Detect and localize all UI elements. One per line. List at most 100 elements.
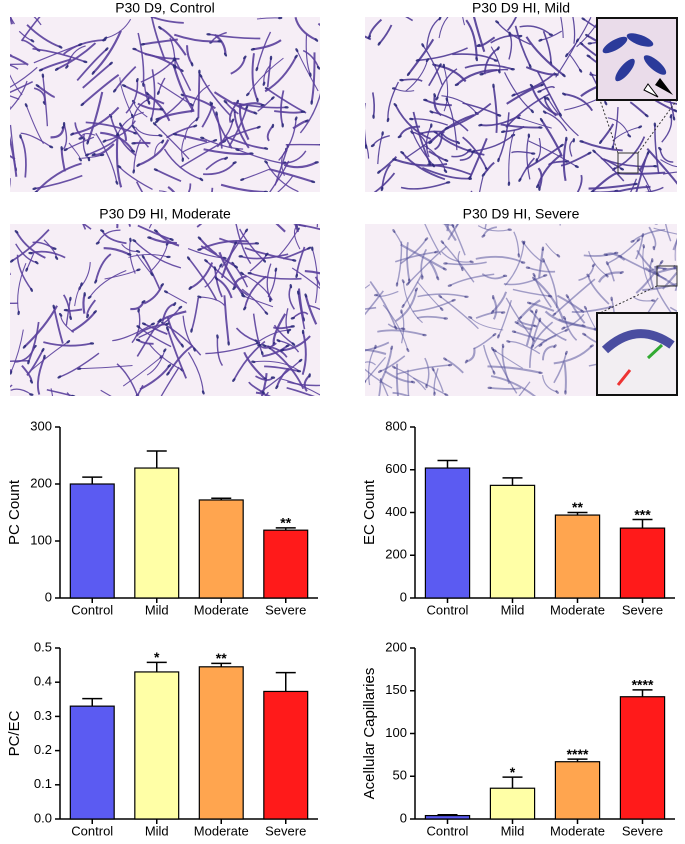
y-tick-label: 100	[30, 532, 52, 547]
x-tick-label: Mild	[145, 602, 169, 617]
nucleus	[347, 283, 352, 287]
nucleus	[439, 212, 443, 217]
capillary	[414, 207, 455, 226]
nucleus	[654, 204, 658, 209]
nucleus	[183, 196, 187, 201]
nucleus	[337, 311, 342, 314]
nucleus	[45, 205, 50, 209]
nucleus	[5, 125, 8, 130]
error-bar	[438, 815, 458, 816]
nucleus	[410, 415, 413, 420]
nucleus	[271, 194, 276, 199]
nucleus	[598, 6, 603, 9]
nucleus	[360, 133, 364, 138]
y-tick-label: 200	[385, 547, 407, 562]
nucleus	[75, 194, 78, 199]
y-tick-label: 0.1	[34, 776, 52, 791]
capillary	[243, 392, 269, 418]
capillary	[198, 72, 199, 118]
nucleus	[321, 395, 326, 399]
y-axis-label: PC/EC	[6, 710, 23, 756]
nucleus	[595, 196, 600, 199]
nucleus	[348, 350, 353, 353]
nucleus	[411, 205, 416, 209]
bar	[70, 484, 114, 598]
x-tick-label: Severe	[265, 823, 306, 838]
nucleus	[356, 200, 361, 205]
nucleus	[320, 84, 324, 89]
y-tick-label: 0.0	[34, 810, 52, 825]
y-tick-label: 0.5	[34, 639, 52, 654]
nucleus	[452, 9, 456, 14]
nucleus	[427, 201, 432, 206]
x-tick-label: Moderate	[194, 602, 249, 617]
capillary	[324, 285, 370, 306]
nucleus	[89, 417, 94, 422]
significance: **	[280, 515, 291, 531]
nucleus	[415, 203, 419, 208]
bar	[135, 672, 179, 819]
y-tick-label: 0.2	[34, 742, 52, 757]
nucleus	[51, 0, 56, 5]
capillary	[601, 8, 635, 18]
nucleus	[614, 212, 618, 217]
y-axis-label: Acellular Capillaries	[361, 668, 378, 800]
x-tick-label: Control	[71, 602, 113, 617]
x-tick-label: Severe	[622, 823, 663, 838]
bar	[264, 691, 308, 819]
nucleus	[198, 70, 200, 74]
nucleus	[322, 303, 327, 307]
nucleus	[262, 210, 267, 215]
nucleus	[152, 406, 156, 411]
y-axis-label: EC Count	[361, 479, 378, 545]
nucleus	[679, 265, 684, 268]
x-tick-label: Control	[427, 602, 469, 617]
nucleus	[264, 194, 268, 199]
nucleus	[0, 90, 2, 94]
nucleus	[240, 415, 245, 420]
micrograph	[0, 0, 343, 232]
y-tick-label: 50	[393, 768, 407, 783]
nucleus	[398, 401, 401, 406]
capillary	[657, 192, 677, 225]
bar	[264, 530, 308, 598]
nucleus	[336, 323, 341, 327]
bar	[70, 706, 114, 819]
x-tick-label: Severe	[622, 602, 663, 617]
y-axis-label: PC Count	[6, 479, 23, 545]
nucleus	[508, 32, 510, 36]
nucleus	[333, 299, 338, 304]
capillary	[256, 0, 260, 17]
capillary	[0, 0, 14, 24]
nucleus	[496, 422, 501, 427]
bar	[425, 816, 469, 819]
y-tick-label: 0.4	[34, 674, 52, 689]
bar	[555, 515, 599, 598]
nucleus	[131, 200, 134, 205]
capillary	[67, 393, 91, 420]
nucleus	[329, 187, 333, 192]
y-tick-label: 600	[385, 461, 407, 476]
y-tick-label: 0	[400, 589, 407, 604]
nucleus	[678, 164, 683, 168]
nucleus	[131, 407, 135, 412]
capillary	[0, 0, 12, 24]
y-tick-label: 200	[30, 475, 52, 490]
bar	[135, 468, 179, 598]
significance: ****	[567, 746, 589, 762]
capillary	[0, 274, 11, 281]
y-tick-label: 300	[30, 418, 52, 433]
nucleus	[358, 364, 362, 366]
nucleus	[257, 401, 260, 406]
nucleus	[355, 321, 360, 326]
nucleus	[380, 2, 385, 6]
nucleus	[338, 38, 343, 43]
nucleus	[488, 387, 492, 389]
nucleus	[392, 411, 396, 416]
nucleus	[178, 199, 183, 204]
nucleus	[658, 409, 661, 414]
nucleus	[339, 307, 344, 312]
nucleus	[464, 296, 468, 298]
nucleus	[534, 396, 539, 400]
